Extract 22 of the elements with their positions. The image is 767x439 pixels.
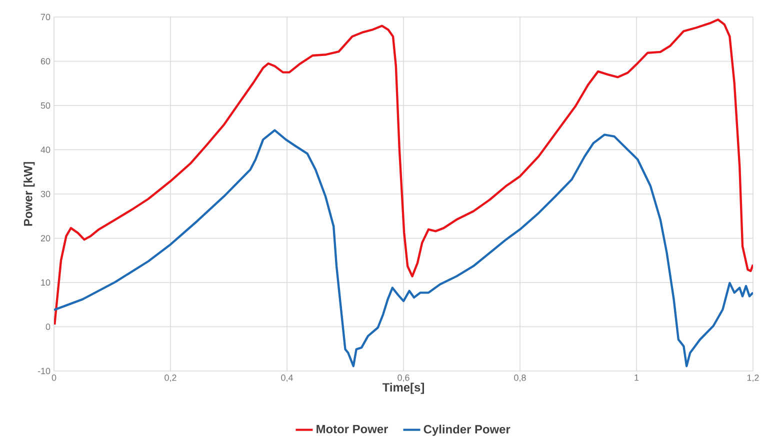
legend-label: Cylinder Power <box>424 424 510 436</box>
y-tick-label: 50 <box>40 102 50 109</box>
y-axis-title: Power [kW] <box>24 162 35 226</box>
y-tick-label: 60 <box>40 58 50 64</box>
x-axis-title: Time[s] <box>382 382 424 394</box>
legend-label: Motor Power <box>316 425 388 434</box>
x-tick-label: 1,2 <box>747 374 759 382</box>
y-tick-label: 0 <box>46 324 50 330</box>
line-series <box>54 18 753 326</box>
y-tick-label: 40 <box>40 146 50 153</box>
x-tick-label: 0,2 <box>164 374 176 382</box>
line-series <box>54 129 753 368</box>
x-tick-label: 0,6 <box>398 374 410 382</box>
y-tick-label: -10 <box>38 368 50 374</box>
y-tick-label: 10 <box>41 279 50 286</box>
x-tick-label: 0 <box>52 374 56 381</box>
y-tick-label: 70 <box>40 14 50 20</box>
y-tick-label: 30 <box>40 190 50 198</box>
y-tick-label: 20 <box>40 235 50 242</box>
x-tick-label: 0,8 <box>514 374 526 382</box>
x-tick-label: 0,4 <box>281 374 293 382</box>
x-tick-label: 1 <box>634 374 639 381</box>
